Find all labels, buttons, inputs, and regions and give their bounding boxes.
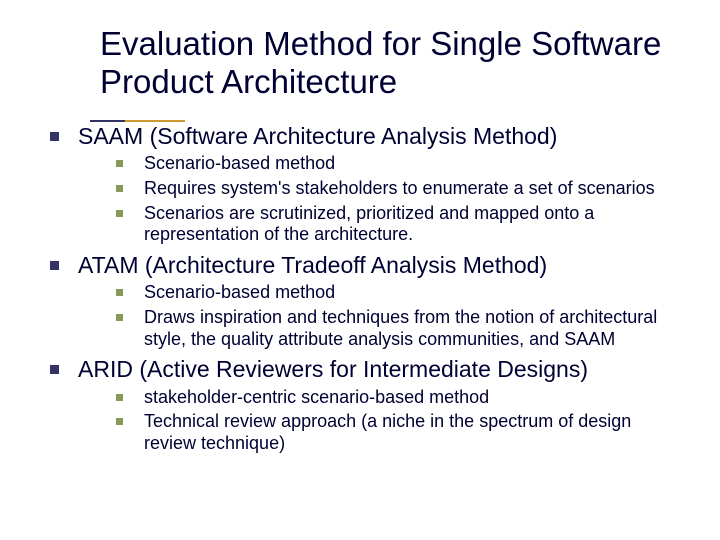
list-item: SAAM (Software Architecture Analysis Met… — [50, 123, 680, 246]
subitem-label: Scenarios are scrutinized, prioritized a… — [144, 203, 594, 245]
list-subitem: Scenarios are scrutinized, prioritized a… — [116, 203, 680, 246]
bullet-icon — [50, 132, 59, 141]
bullet-icon — [116, 210, 123, 217]
subitem-label: stakeholder-centric scenario-based metho… — [144, 387, 489, 407]
list-item: ARID (Active Reviewers for Intermediate … — [50, 356, 680, 454]
subitem-label: Scenario-based method — [144, 153, 335, 173]
slide: Evaluation Method for Single Software Pr… — [0, 0, 720, 479]
subitem-label: Draws inspiration and techniques from th… — [144, 307, 657, 349]
content-list: SAAM (Software Architecture Analysis Met… — [50, 123, 680, 455]
bullet-icon — [116, 160, 123, 167]
slide-title: Evaluation Method for Single Software Pr… — [100, 25, 680, 101]
bullet-icon — [116, 185, 123, 192]
subitem-label: Requires system's stakeholders to enumer… — [144, 178, 655, 198]
subitem-label: Technical review approach (a niche in th… — [144, 411, 631, 453]
title-underline — [90, 109, 680, 111]
list-subitem: Scenario-based method — [116, 153, 680, 175]
item-label: ATAM (Architecture Tradeoff Analysis Met… — [78, 252, 547, 278]
subitem-label: Scenario-based method — [144, 282, 335, 302]
list-subitem: Technical review approach (a niche in th… — [116, 411, 680, 454]
list-item: ATAM (Architecture Tradeoff Analysis Met… — [50, 252, 680, 350]
list-subitem: Scenario-based method — [116, 282, 680, 304]
bullet-icon — [116, 314, 123, 321]
bullet-icon — [50, 261, 59, 270]
list-subitem: Requires system's stakeholders to enumer… — [116, 178, 680, 200]
bullet-icon — [116, 394, 123, 401]
bullet-icon — [116, 289, 123, 296]
item-label: ARID (Active Reviewers for Intermediate … — [78, 356, 588, 382]
list-subitem: stakeholder-centric scenario-based metho… — [116, 387, 680, 409]
bullet-icon — [50, 365, 59, 374]
list-subitem: Draws inspiration and techniques from th… — [116, 307, 680, 350]
item-label: SAAM (Software Architecture Analysis Met… — [78, 123, 557, 149]
bullet-icon — [116, 418, 123, 425]
